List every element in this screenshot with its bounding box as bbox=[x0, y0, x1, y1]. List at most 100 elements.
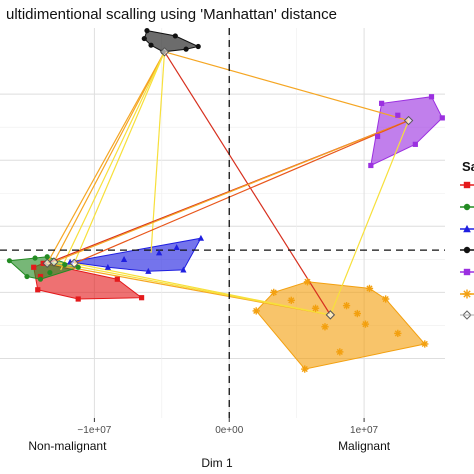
centroid-link bbox=[53, 119, 409, 263]
centroid-links bbox=[46, 51, 410, 316]
point-series-6 bbox=[270, 288, 278, 297]
asterisk-stroke bbox=[312, 305, 319, 312]
centroid-link bbox=[73, 51, 166, 264]
asterisk-stroke bbox=[421, 340, 428, 348]
point-series-6 bbox=[342, 301, 351, 310]
centroid-link bbox=[73, 119, 409, 264]
point-series-6 bbox=[421, 340, 429, 348]
x-axis-title: Dim 1 bbox=[201, 456, 233, 470]
hull-series-3 bbox=[70, 237, 202, 272]
point-series-4 bbox=[144, 28, 150, 34]
x-tick-label: 1e+07 bbox=[350, 425, 379, 436]
asterisk-stroke bbox=[253, 307, 260, 314]
point-series-3 bbox=[104, 263, 111, 270]
asterisk-stroke bbox=[366, 285, 373, 292]
point-series-4 bbox=[148, 42, 154, 48]
point-series-2 bbox=[24, 273, 30, 280]
asterisk-stroke bbox=[270, 289, 277, 296]
point-series-3 bbox=[180, 266, 187, 273]
point-series-6 bbox=[287, 296, 295, 304]
point-series-6 bbox=[361, 320, 370, 328]
hull-series-2 bbox=[8, 256, 80, 280]
group-hulls bbox=[8, 30, 443, 370]
asterisk-stroke bbox=[304, 278, 311, 285]
point-series-6 bbox=[252, 307, 260, 315]
legend-key-series-2 bbox=[463, 203, 471, 211]
hull-series-6 bbox=[255, 281, 426, 370]
point-series-6 bbox=[303, 278, 312, 286]
asterisk-stroke bbox=[321, 323, 329, 330]
point-series-6 bbox=[301, 365, 309, 373]
centroid-link bbox=[74, 262, 331, 316]
point-series-1 bbox=[114, 276, 120, 282]
point-series-2 bbox=[44, 254, 50, 260]
asterisk-stroke bbox=[343, 302, 350, 309]
reference-lines bbox=[0, 28, 445, 418]
point-series-1 bbox=[31, 264, 37, 270]
point-series-3 bbox=[197, 234, 205, 241]
x-axis: −1e+07 0e+00 1e+07 Non-malignant Malignant bbox=[28, 418, 391, 453]
asterisk-stroke bbox=[362, 321, 369, 328]
centroid-link bbox=[150, 51, 166, 253]
point-series-5 bbox=[374, 133, 381, 140]
point-series-3 bbox=[156, 249, 163, 256]
point-series-6 bbox=[311, 304, 320, 312]
x-group-label: Non-malignant bbox=[28, 439, 107, 453]
group-centroids bbox=[42, 47, 414, 320]
point-series-5 bbox=[368, 162, 374, 169]
x-tick-label: −1e+07 bbox=[77, 425, 111, 436]
asterisk-stroke bbox=[382, 295, 389, 303]
point-series-5 bbox=[428, 94, 435, 100]
hull-series-5 bbox=[370, 96, 443, 167]
centroid-series-2 bbox=[49, 257, 59, 267]
point-series-2 bbox=[62, 262, 68, 268]
centroid-link bbox=[53, 51, 166, 263]
point-series-4 bbox=[183, 46, 189, 52]
point-series-2 bbox=[75, 264, 81, 270]
legend-key-series-6 bbox=[462, 289, 472, 299]
point-series-2 bbox=[37, 276, 44, 282]
point-series-3 bbox=[173, 244, 180, 251]
point-series-6 bbox=[336, 348, 344, 356]
legend-title: Sa bbox=[462, 159, 474, 174]
centroid-link bbox=[164, 51, 409, 122]
point-series-1 bbox=[138, 295, 145, 301]
centroid-series-5 bbox=[403, 115, 414, 126]
legend-key-series-4 bbox=[463, 246, 471, 254]
centroid-link bbox=[60, 51, 166, 271]
legend-key-series-5 bbox=[463, 268, 471, 276]
point-series-6 bbox=[365, 284, 374, 293]
centroid-link bbox=[164, 51, 331, 316]
asterisk-stroke bbox=[394, 330, 401, 337]
asterisk-stroke bbox=[354, 310, 361, 317]
centroid-link bbox=[329, 120, 410, 316]
point-series-1 bbox=[37, 273, 44, 280]
point-series-2 bbox=[6, 258, 13, 264]
point-series-3 bbox=[120, 255, 128, 262]
asterisk-stroke bbox=[463, 290, 471, 298]
point-series-4 bbox=[172, 33, 178, 39]
centroid-series-6 bbox=[325, 310, 336, 320]
point-series-4 bbox=[195, 43, 201, 50]
point-series-1 bbox=[75, 296, 81, 302]
legend: Sa bbox=[460, 159, 474, 320]
point-series-3 bbox=[145, 267, 152, 274]
legend-key-series-1 bbox=[463, 181, 471, 189]
point-series-1 bbox=[35, 287, 41, 293]
plot-panel bbox=[0, 28, 445, 418]
point-series-6 bbox=[382, 295, 390, 303]
point-series-6 bbox=[394, 329, 402, 338]
asterisk-stroke bbox=[288, 297, 295, 304]
asterisk-stroke bbox=[336, 348, 343, 355]
x-tick-label: 0e+00 bbox=[215, 425, 244, 436]
legend-key-series-3 bbox=[463, 224, 471, 233]
point-series-6 bbox=[353, 309, 361, 318]
centroid-series-4 bbox=[159, 47, 170, 57]
chart-title: ultidimentional scalling using 'Manhatta… bbox=[6, 6, 337, 23]
point-series-2 bbox=[47, 269, 53, 276]
asterisk-stroke bbox=[301, 366, 308, 373]
grid-lines bbox=[0, 28, 445, 418]
point-series-2 bbox=[32, 255, 38, 261]
point-series-5 bbox=[412, 141, 418, 147]
